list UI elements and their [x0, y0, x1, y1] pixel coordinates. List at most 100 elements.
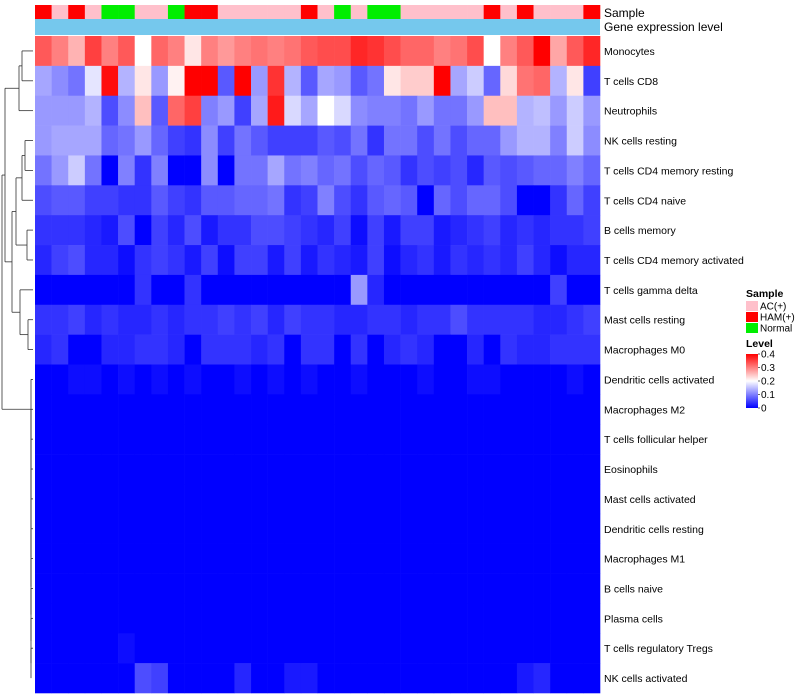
heatmap-cell — [51, 633, 69, 664]
heatmap-cell — [317, 454, 335, 485]
heatmap-cell — [483, 603, 501, 634]
heatmap-cell — [234, 394, 252, 425]
heatmap-cell — [533, 633, 551, 664]
heatmap-cell — [184, 155, 202, 186]
heatmap-cell — [317, 483, 335, 515]
sample-cell — [500, 5, 518, 19]
heatmap-cell — [367, 543, 385, 574]
heatmap-cell — [550, 215, 568, 246]
heatmap-cell — [583, 274, 601, 306]
heatmap-cell — [516, 543, 534, 574]
heatmap-cell — [267, 364, 285, 395]
row-label: Mast cells activated — [604, 494, 696, 506]
heatmap-cell — [201, 215, 219, 246]
heatmap-cell — [284, 155, 302, 186]
sample-cell — [433, 5, 451, 19]
heatmap-cell — [450, 65, 468, 97]
heatmap-cell — [184, 125, 202, 156]
heatmap-cell — [500, 573, 518, 604]
heatmap-cell — [450, 36, 468, 67]
heatmap-cell — [433, 95, 451, 126]
heatmap-cell — [583, 394, 601, 425]
heatmap-cell — [251, 513, 268, 544]
heatmap-cell — [367, 663, 385, 694]
heatmap-cell — [201, 304, 219, 335]
heatmap-cell — [101, 663, 119, 694]
heatmap-cell — [151, 155, 169, 186]
heatmap-cell — [284, 513, 302, 544]
row-dendrogram — [1, 50, 33, 679]
heatmap-cell — [251, 454, 268, 485]
sample-annotation-bar — [35, 5, 601, 19]
heatmap-cell — [550, 245, 568, 276]
heatmap-cell — [516, 663, 534, 694]
heatmap-cell — [234, 513, 252, 544]
heatmap-cell — [516, 483, 534, 515]
heatmap-cell — [251, 185, 268, 216]
row-label: B cells memory — [604, 225, 677, 237]
heatmap-cell — [217, 513, 235, 544]
heatmap-cell — [433, 334, 451, 365]
sample-cell — [334, 5, 352, 19]
heatmap-cell — [201, 543, 219, 574]
heatmap-cell — [433, 483, 451, 515]
heatmap-cell — [367, 573, 385, 604]
heatmap-cell — [134, 185, 152, 216]
heatmap-cell — [35, 364, 52, 395]
heatmap-cell — [400, 245, 418, 276]
heatmap-cell — [167, 215, 185, 246]
heatmap-cell — [284, 603, 302, 634]
heatmap-cell — [35, 304, 52, 335]
heatmap-cell — [184, 334, 202, 365]
heatmap-cell — [151, 633, 169, 664]
heatmap-cell — [583, 573, 601, 604]
heatmap-cell — [234, 424, 252, 455]
heatmap-cell — [450, 95, 468, 126]
heatmap-cell — [234, 573, 252, 604]
heatmap-cell — [300, 95, 318, 126]
heatmap-cell — [184, 603, 202, 634]
heatmap-cell — [284, 215, 302, 246]
heatmap-cell — [317, 663, 335, 694]
heatmap-cell — [35, 424, 52, 455]
heatmap-cell — [151, 573, 169, 604]
heatmap-cell — [317, 274, 335, 306]
heatmap-cell — [317, 334, 335, 365]
heatmap-cell — [167, 513, 185, 544]
heatmap-cell — [334, 215, 352, 246]
heatmap-cell — [167, 334, 185, 365]
heatmap-cell — [433, 454, 451, 485]
heatmap-cell — [51, 424, 69, 455]
heatmap-cell — [550, 125, 568, 156]
heatmap-cell — [201, 245, 219, 276]
heatmap-cell — [550, 663, 568, 694]
heatmap-cell — [167, 245, 185, 276]
heatmap-cell — [201, 483, 219, 515]
heatmap-cell — [516, 36, 534, 67]
heatmap-cell — [350, 573, 368, 604]
heatmap-cell — [383, 125, 401, 156]
heatmap-cell — [217, 573, 235, 604]
heatmap-cell — [550, 424, 568, 455]
heatmap-cell — [433, 543, 451, 574]
row-label: Monocytes — [604, 46, 655, 58]
sample-legend-title: Sample — [746, 288, 784, 300]
heatmap-cell — [350, 663, 368, 694]
heatmap-cell — [234, 185, 252, 216]
sample-cell — [51, 5, 69, 19]
heatmap-cell — [483, 573, 501, 604]
heatmap-cell — [400, 633, 418, 664]
heatmap-cell — [284, 364, 302, 395]
heatmap-cell — [167, 573, 185, 604]
heatmap-cell — [217, 603, 235, 634]
heatmap-cell — [300, 36, 318, 67]
heatmap-cell — [467, 424, 484, 455]
heatmap-cell — [134, 483, 152, 515]
heatmap-cell — [217, 36, 235, 67]
sample-cell — [35, 5, 52, 19]
sample-cell — [550, 5, 568, 19]
heatmap-cell — [500, 65, 518, 97]
heatmap-cell — [35, 334, 52, 365]
sample-cell — [400, 5, 418, 19]
heatmap-cell — [84, 543, 102, 574]
